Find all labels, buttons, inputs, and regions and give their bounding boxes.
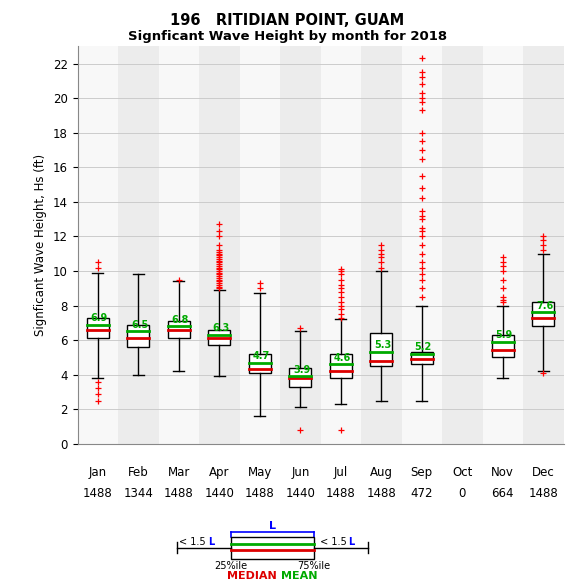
- Text: 3.9: 3.9: [293, 365, 310, 375]
- Bar: [401, 46, 442, 444]
- Bar: [370, 333, 392, 366]
- Text: 6.3: 6.3: [212, 323, 229, 333]
- Text: < 1.5: < 1.5: [317, 537, 350, 547]
- Bar: [249, 354, 271, 373]
- Text: Signficant Wave Height by month for 2018: Signficant Wave Height by month for 2018: [128, 30, 447, 43]
- Text: Sep: Sep: [411, 466, 433, 478]
- Text: 5.3: 5.3: [374, 340, 391, 350]
- Bar: [532, 302, 554, 326]
- Bar: [289, 368, 312, 387]
- Bar: [361, 46, 401, 444]
- Bar: [159, 46, 199, 444]
- Bar: [482, 46, 523, 444]
- Text: MEAN: MEAN: [281, 571, 317, 580]
- Text: 4.7: 4.7: [252, 351, 270, 361]
- Text: 7.6: 7.6: [536, 300, 553, 311]
- Text: 1488: 1488: [366, 487, 396, 500]
- Text: L: L: [348, 537, 355, 547]
- Text: 1488: 1488: [528, 487, 558, 500]
- Bar: [118, 46, 159, 444]
- Text: May: May: [248, 466, 272, 478]
- Bar: [168, 321, 190, 338]
- Text: < 1.5: < 1.5: [179, 537, 209, 547]
- Text: 6.8: 6.8: [171, 314, 189, 325]
- Bar: [411, 352, 433, 364]
- Bar: [87, 318, 109, 338]
- Text: 25%ile: 25%ile: [214, 561, 248, 571]
- Bar: [329, 354, 352, 378]
- Y-axis label: Signficant Wave Height, Hs (ft): Signficant Wave Height, Hs (ft): [34, 154, 47, 336]
- Bar: [231, 537, 314, 559]
- Text: Jul: Jul: [334, 466, 348, 478]
- Bar: [78, 46, 118, 444]
- Text: MEDIAN: MEDIAN: [227, 571, 277, 580]
- Text: L: L: [269, 521, 276, 531]
- Bar: [240, 46, 280, 444]
- Text: 75%ile: 75%ile: [297, 561, 331, 571]
- Text: Dec: Dec: [532, 466, 555, 478]
- Text: 664: 664: [492, 487, 514, 500]
- Bar: [442, 46, 482, 444]
- Bar: [280, 46, 320, 444]
- Text: 1488: 1488: [326, 487, 356, 500]
- Text: 0: 0: [459, 487, 466, 500]
- Text: Aug: Aug: [370, 466, 393, 478]
- Text: Oct: Oct: [452, 466, 473, 478]
- Text: 5.2: 5.2: [415, 342, 432, 352]
- Bar: [320, 46, 361, 444]
- Bar: [208, 329, 231, 345]
- Text: Jun: Jun: [291, 466, 309, 478]
- Text: 1344: 1344: [124, 487, 154, 500]
- Bar: [199, 46, 240, 444]
- Text: Apr: Apr: [209, 466, 229, 478]
- Text: Jan: Jan: [89, 466, 107, 478]
- Text: 1488: 1488: [164, 487, 194, 500]
- Text: 1488: 1488: [245, 487, 275, 500]
- Text: 4.6: 4.6: [334, 353, 351, 362]
- Bar: [127, 325, 150, 347]
- Text: 472: 472: [411, 487, 433, 500]
- Bar: [492, 335, 514, 357]
- Text: 6.5: 6.5: [131, 320, 148, 329]
- Bar: [523, 46, 564, 444]
- Text: 1440: 1440: [285, 487, 315, 500]
- Text: 196   RITIDIAN POINT, GUAM: 196 RITIDIAN POINT, GUAM: [170, 13, 405, 28]
- Text: 6.9: 6.9: [90, 313, 108, 323]
- Text: 1440: 1440: [204, 487, 234, 500]
- Text: Mar: Mar: [168, 466, 190, 478]
- Text: Nov: Nov: [491, 466, 514, 478]
- Text: Feb: Feb: [128, 466, 149, 478]
- Text: L: L: [208, 537, 214, 547]
- Text: 5.9: 5.9: [496, 330, 513, 340]
- Text: 1488: 1488: [83, 487, 113, 500]
